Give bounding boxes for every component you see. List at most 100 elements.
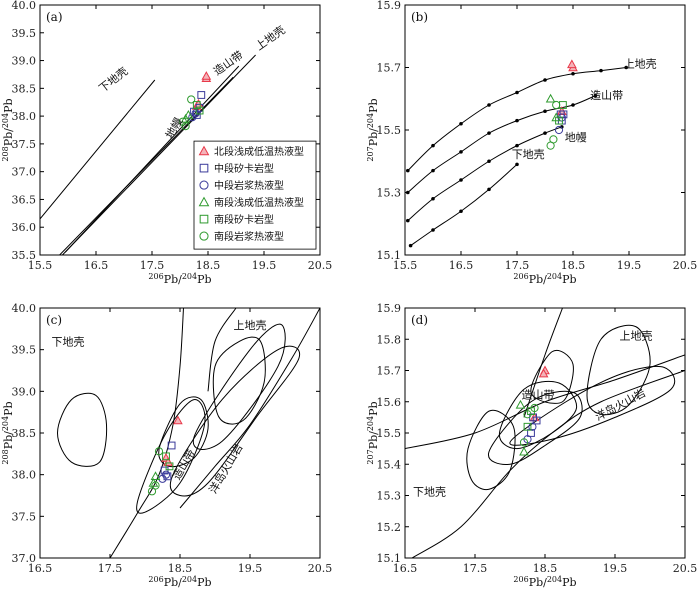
evolution-curve [407, 95, 596, 193]
y-tick-label: 36.5 [12, 193, 37, 206]
legend-label: 北段浅成低温热液型 [214, 145, 304, 158]
evolution-curve [40, 79, 156, 220]
legend-label: 南段岩浆热液型 [214, 230, 284, 243]
field-boundary [523, 308, 563, 418]
legend-box [193, 140, 317, 250]
data-point [555, 116, 563, 125]
x-tick-label: 16.5 [28, 562, 53, 575]
curve-node [459, 178, 463, 182]
x-tick-label: 15.5 [28, 259, 53, 272]
y-tick-label: 15.3 [377, 187, 402, 200]
evolution-curve [59, 76, 234, 255]
y-tick-label: 40.0 [12, 0, 37, 12]
field-label: 洋岛火山岩 [593, 385, 648, 423]
legend-marker [199, 180, 209, 190]
curve-node [543, 78, 547, 82]
y-tick-label: 15.1 [377, 552, 402, 565]
panel-label: (a) [46, 10, 63, 24]
curve-node [406, 190, 410, 195]
curve-node [459, 121, 463, 126]
plot-frame [404, 307, 686, 559]
chart-panel-2: 16.5 17.5 18.5 19.5 20.5 37.0 37.5 38.0 38.5 39.0… [1, 302, 333, 589]
y-tick-label: 15.9 [377, 302, 402, 315]
legend: 北段浅成低温热液型中段矽卡岩型中段岩浆热液型南段浅成低温热液型南段矽卡岩型南段岩… [193, 140, 317, 250]
y-tick-label: 37.5 [12, 510, 37, 523]
source-field [586, 324, 651, 416]
x-tick-label: 20.5 [673, 562, 698, 575]
x-tick-label: 17.5 [140, 259, 165, 272]
plot-frame [404, 4, 686, 256]
data-point [530, 403, 539, 413]
x-tick-label: 17.5 [463, 562, 488, 575]
curve-node [431, 228, 435, 232]
evolution-curve [407, 126, 562, 222]
legend-label: 中段岩浆热液型 [214, 179, 284, 192]
y-axis-label: 207Pb/204Pb [366, 401, 381, 464]
curve-node [599, 68, 603, 73]
legend-label: 南段浅成低温热液型 [214, 196, 304, 209]
data-point [528, 422, 537, 431]
panel-label: (c) [46, 313, 62, 327]
y-tick-label: 39.5 [12, 27, 37, 40]
y-tick-label: 39.0 [12, 55, 37, 68]
x-tick-label: 18.5 [168, 562, 193, 575]
x-tick-label: 18.5 [533, 562, 558, 575]
data-point [523, 422, 532, 431]
curve-label: 造山带 [211, 48, 246, 78]
panel-label: (d) [411, 313, 428, 327]
data-point [554, 125, 564, 135]
curve-node [487, 131, 491, 135]
curve-node [515, 118, 519, 123]
curve-label: 地幔 [163, 115, 185, 141]
source-field [488, 390, 583, 465]
x-tick-label: 16.5 [449, 259, 474, 272]
panel-label: (b) [411, 10, 428, 24]
curve-label: 下地壳 [96, 64, 131, 95]
y-tick-label: 15.7 [377, 62, 402, 75]
curve-node [571, 103, 575, 107]
source-field [212, 336, 266, 425]
curve-label: 上地壳 [624, 57, 657, 71]
legend-label: 中段矽卡岩型 [214, 162, 274, 175]
legend-label: 南段矽卡岩型 [214, 213, 274, 226]
field-label: 洋岛火山岩 [206, 441, 246, 496]
legend-marker [199, 214, 209, 224]
y-tick-label: 15.5 [377, 427, 402, 440]
x-axis-label: 206Pb/204Pb [148, 272, 211, 287]
x-tick-label: 17.5 [505, 259, 530, 272]
source-field [530, 350, 574, 404]
curve-label: 下地壳 [512, 147, 545, 161]
curve-label: 上地壳 [253, 23, 288, 53]
data-point [147, 487, 157, 496]
y-tick-label: 15.9 [377, 0, 402, 12]
data-point [150, 471, 161, 481]
y-tick-label: 15.5 [377, 124, 402, 137]
x-tick-label: 18.5 [561, 259, 586, 272]
data-point [181, 122, 190, 131]
legend-marker [199, 163, 209, 173]
legend-marker [198, 196, 210, 207]
y-tick-label: 15.1 [377, 249, 402, 262]
y-axis-label: 208Pb/204Pb [1, 98, 16, 161]
data-point [160, 466, 169, 475]
curve-node [543, 109, 547, 114]
curve-node [515, 162, 519, 167]
data-point [197, 91, 206, 99]
data-point [187, 95, 196, 104]
x-axis-label: 206Pb/204Pb [513, 575, 576, 590]
data-point [192, 101, 201, 109]
y-tick-label: 15.8 [377, 333, 402, 346]
source-field [136, 399, 206, 514]
y-axis-label: 207Pb/204Pb [366, 98, 381, 161]
y-tick-label: 37.5 [12, 138, 37, 151]
legend-marker [198, 145, 210, 156]
y-tick-label: 15.3 [377, 490, 402, 503]
source-field [466, 409, 516, 491]
data-point [178, 117, 187, 126]
field-label: 造山带 [522, 388, 555, 402]
field-label: 上地壳 [620, 328, 653, 342]
y-tick-label: 39.5 [12, 344, 37, 357]
data-point [165, 462, 174, 471]
source-field [56, 392, 108, 467]
